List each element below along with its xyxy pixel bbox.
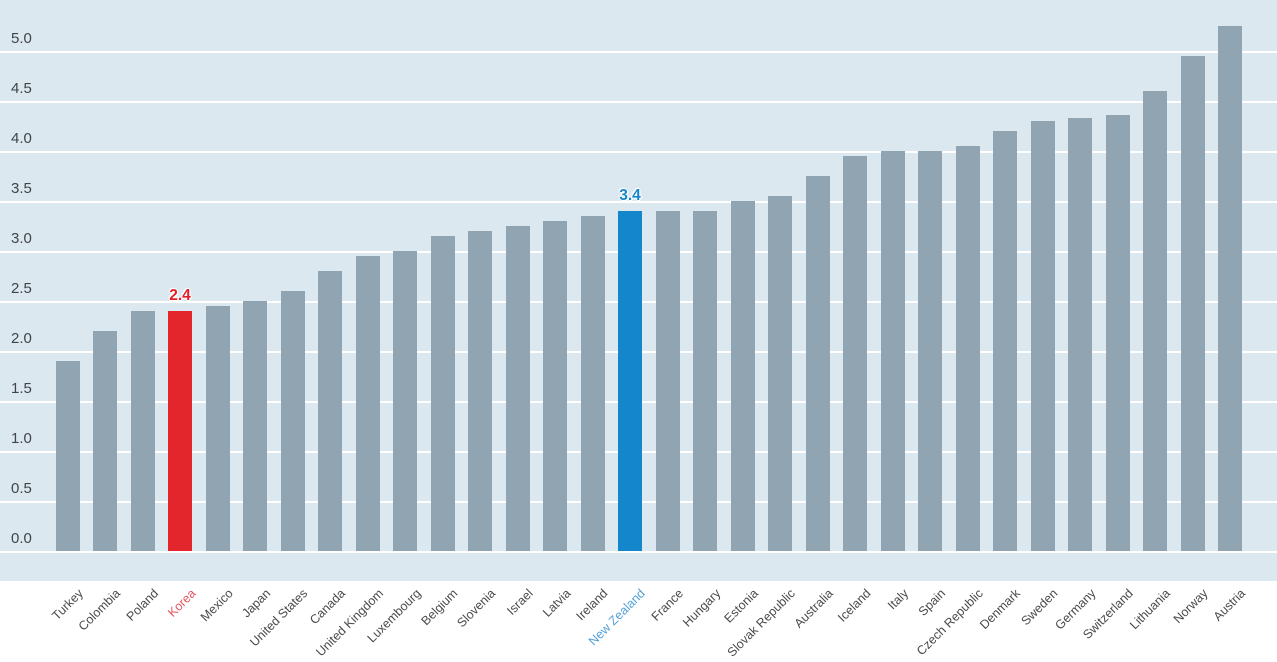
x-tick-label-mexico: Mexico xyxy=(197,586,236,625)
bar-israel xyxy=(505,226,530,551)
y-tick-label-2.5: 2.5 xyxy=(11,280,32,297)
x-tick-label-australia: Australia xyxy=(791,586,836,631)
y-tick-label-4.5: 4.5 xyxy=(11,80,32,97)
x-tick-label-iceland: Iceland xyxy=(834,586,874,625)
y-tick-label-2.0: 2.0 xyxy=(11,330,32,347)
bar-new-zealand xyxy=(618,211,642,551)
value-label-new-zealand: 3.4 xyxy=(619,187,641,204)
value-label-korea: 2.4 xyxy=(169,287,191,304)
x-tick-label-israel: Israel xyxy=(504,586,536,618)
bar-austria xyxy=(1218,26,1242,551)
bar-japan xyxy=(243,301,267,551)
bar-spain xyxy=(918,151,942,551)
x-tick-label-austria: Austria xyxy=(1210,586,1249,624)
x-tick-label-japan: Japan xyxy=(239,586,274,621)
bar-australia xyxy=(805,176,830,551)
gridline-5.0 xyxy=(0,51,1277,53)
bar-luxembourg xyxy=(393,251,417,551)
bar-italy xyxy=(880,151,905,551)
x-tick-label-korea: Korea xyxy=(164,586,199,620)
gridline-4.5 xyxy=(0,101,1277,103)
x-tick-label-slovak-republic: Slovak Republic xyxy=(724,586,799,660)
y-tick-label-1.5: 1.5 xyxy=(11,380,32,397)
gridline-3.5 xyxy=(0,201,1277,203)
bar-belgium xyxy=(430,236,455,551)
bar-denmark xyxy=(993,131,1017,551)
x-tick-label-slovenia: Slovenia xyxy=(454,586,499,631)
bar-slovak-republic xyxy=(768,196,792,551)
x-tick-label-belgium: Belgium xyxy=(418,586,461,629)
bar-mexico xyxy=(205,306,230,551)
x-tick-label-spain: Spain xyxy=(915,586,949,619)
bar-united-kingdom xyxy=(355,256,380,551)
bar-ireland xyxy=(580,216,605,551)
bar-sweden xyxy=(1030,121,1055,551)
bar-turkey xyxy=(55,361,80,551)
y-tick-label-4.0: 4.0 xyxy=(11,130,32,147)
y-tick-label-1.0: 1.0 xyxy=(11,430,32,447)
bar-germany xyxy=(1068,118,1092,551)
gridline-0.0 xyxy=(0,551,1277,553)
y-tick-label-0.5: 0.5 xyxy=(11,480,32,497)
bar-czech-republic xyxy=(955,146,980,551)
y-tick-label-3.0: 3.0 xyxy=(11,230,32,247)
bar-estonia xyxy=(730,201,755,551)
bar-colombia xyxy=(93,331,117,551)
y-tick-label-0.0: 0.0 xyxy=(11,530,32,547)
x-tick-label-poland: Poland xyxy=(123,586,161,624)
bar-poland xyxy=(130,311,155,551)
bar-latvia xyxy=(543,221,567,551)
bar-iceland xyxy=(843,156,867,551)
bar-france xyxy=(655,211,680,551)
bar-lithuania xyxy=(1143,91,1167,551)
x-tick-label-italy: Italy xyxy=(884,586,911,613)
y-tick-label-5.0: 5.0 xyxy=(11,30,32,47)
y-tick-label-3.5: 3.5 xyxy=(11,180,32,197)
x-tick-label-hungary: Hungary xyxy=(679,586,724,630)
bar-hungary xyxy=(693,211,717,551)
x-tick-label-latvia: Latvia xyxy=(539,586,574,620)
bar-switzerland xyxy=(1105,115,1130,551)
bar-slovenia xyxy=(468,231,492,551)
plot-area: 0.0 0.5 1.0 1.5 2.0 2.5 3.0 3.5 4.0 4.5 5.0 2.4 3.4 xyxy=(0,0,1277,581)
x-tick-label-norway: Norway xyxy=(1170,586,1211,627)
gridline-4.0 xyxy=(0,151,1277,153)
bar-united-states xyxy=(280,291,305,551)
bar-canada xyxy=(318,271,342,551)
bar-korea xyxy=(168,311,192,551)
bar-norway xyxy=(1180,56,1205,551)
x-tick-label-denmark: Denmark xyxy=(977,586,1024,633)
